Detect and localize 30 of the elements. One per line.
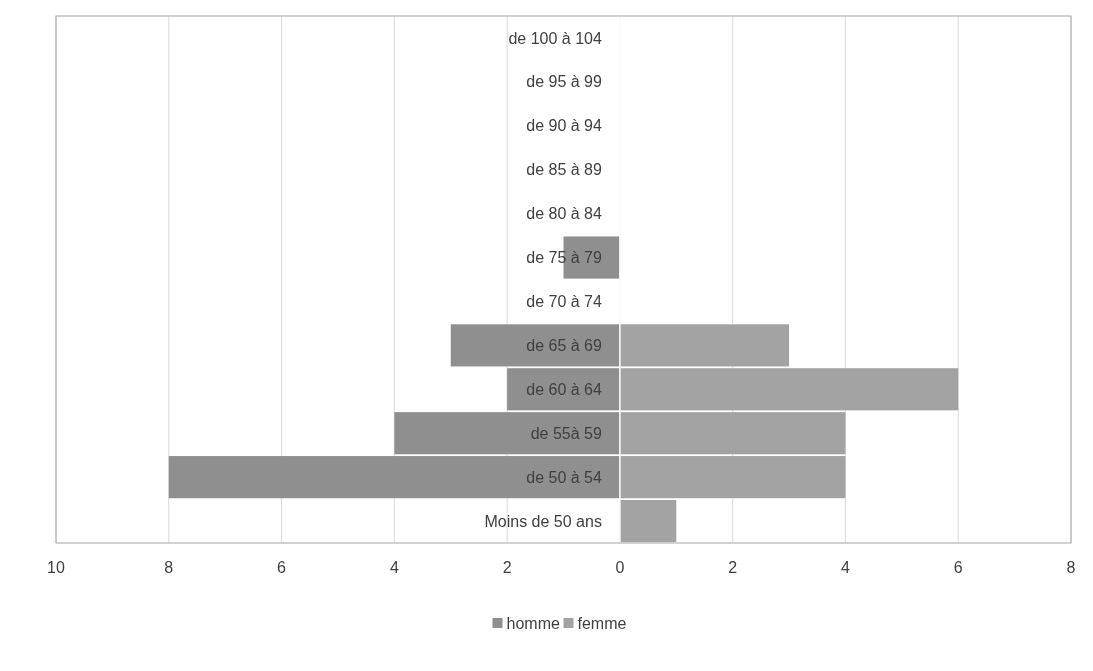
x-tick-label: 4 — [840, 559, 850, 576]
x-tick-label: 4 — [389, 559, 399, 576]
y-tick-label: de 55à 59 — [530, 424, 602, 442]
y-tick-label: de 80 à 84 — [526, 205, 602, 223]
y-tick-label: de 95 à 99 — [526, 73, 602, 91]
x-tick-label: 6 — [277, 559, 287, 576]
y-tick-label: de 65 à 69 — [526, 336, 602, 354]
x-tick-label: 8 — [1066, 559, 1076, 576]
bar — [619, 412, 846, 455]
bar — [394, 412, 620, 455]
x-tick-label: 0 — [615, 559, 625, 576]
bar — [619, 324, 790, 367]
x-tick-label: 2 — [502, 559, 512, 576]
x-tick-label: 8 — [164, 559, 174, 576]
y-tick-label: de 100 à 104 — [508, 29, 602, 47]
y-tick-label: de 90 à 94 — [526, 117, 602, 135]
y-tick-label: de 60 à 64 — [526, 380, 602, 398]
bar — [450, 324, 620, 367]
y-tick-label: de 85 à 89 — [526, 161, 602, 179]
bar — [619, 368, 959, 411]
x-tick-label: 6 — [953, 559, 963, 576]
bar — [168, 456, 620, 499]
x-tick-label: 10 — [47, 559, 65, 576]
y-tick-label: Moins de 50 ans — [484, 512, 602, 530]
legend-label: femme — [577, 614, 627, 632]
y-tick-label: de 50 à 54 — [526, 468, 602, 486]
legend-label: homme — [506, 614, 560, 632]
y-tick-label: de 70 à 74 — [526, 293, 602, 311]
bar — [619, 456, 846, 499]
x-tick-label: 2 — [728, 559, 738, 576]
